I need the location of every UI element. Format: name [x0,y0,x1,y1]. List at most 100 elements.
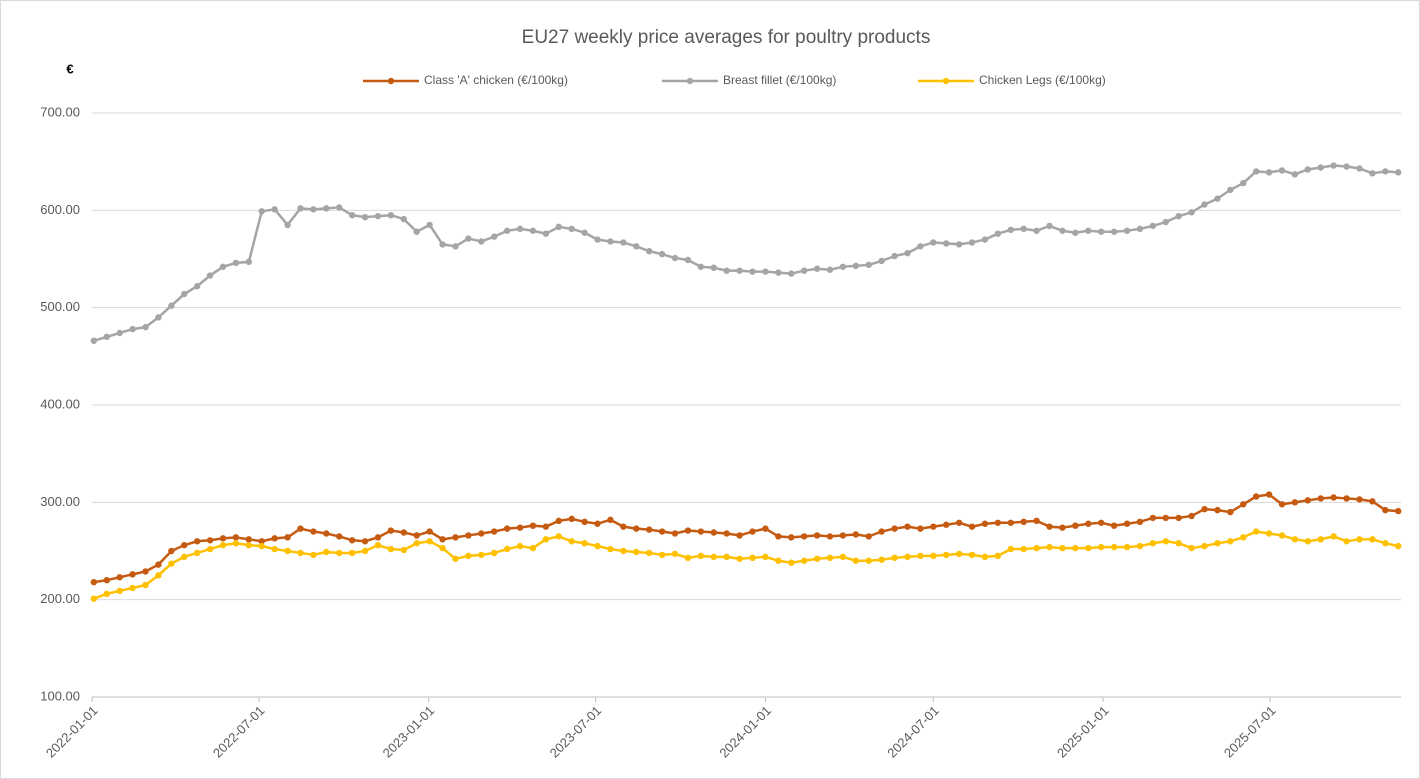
data-point [839,263,847,270]
data-point [1046,523,1053,530]
data-point [1330,162,1337,169]
data-point [245,258,253,266]
data-point [129,325,136,333]
data-point [129,571,136,578]
data-point [878,528,885,535]
data-point [426,221,433,229]
legend-marker [387,77,395,85]
data-point [542,230,550,237]
data-point [865,261,872,269]
data-point [400,215,407,223]
data-point [232,540,240,547]
data-point [762,268,769,275]
data-point [620,547,627,555]
data-point [348,549,356,557]
data-point [607,238,614,245]
data-point [103,333,110,341]
y-tick-label: 700.00 [40,104,80,119]
y-tick-label: 100.00 [40,688,80,703]
data-point [452,555,459,562]
data-point [568,225,575,233]
data-point [1059,544,1066,552]
data-point [788,534,795,541]
data-point [439,544,446,552]
data-point [1097,228,1105,235]
data-point [697,528,705,535]
data-point [930,523,937,530]
data-point [374,534,382,541]
data-point [116,574,123,581]
data-point [645,526,653,533]
data-point [955,519,963,526]
data-point [219,263,227,270]
data-point [1343,538,1350,545]
data-point [1059,524,1066,531]
data-point [826,554,834,562]
data-point [1097,519,1105,526]
data-point [878,257,885,265]
data-point [555,517,562,525]
data-point [258,542,265,550]
data-point [310,206,317,213]
data-point [710,529,717,536]
data-point [168,560,175,567]
data-point [852,262,860,270]
data-point [116,587,123,595]
data-point [904,523,911,530]
data-point [1201,505,1208,513]
data-point [981,553,989,561]
data-point [1110,543,1118,551]
data-point [1085,227,1092,234]
data-point [219,541,227,549]
y-tick-label: 300.00 [40,494,80,509]
data-point [1136,518,1144,525]
data-point [413,228,420,235]
data-point [620,523,627,530]
data-point [813,555,821,562]
legend-label: Class 'A' chicken (€/100kg) [424,73,568,87]
data-point [1369,498,1376,505]
data-point [736,267,743,274]
legend-label: Chicken Legs (€/100kg) [979,73,1106,87]
data-point [1149,222,1157,230]
data-point [930,239,937,246]
data-point [723,530,730,537]
data-point [491,549,498,557]
data-point [1395,169,1402,176]
data-point [90,595,98,602]
data-point [788,559,795,566]
data-point [387,212,395,219]
data-point [1046,222,1053,230]
data-point [361,547,369,555]
data-point [1227,538,1234,545]
data-point [633,548,640,556]
data-point [1214,540,1221,547]
data-point [529,227,537,234]
data-point [1085,544,1092,552]
data-point [633,243,640,250]
y-axis-label: € [66,61,73,76]
data-point [478,551,485,559]
data-point [581,518,588,525]
data-point [671,530,679,537]
data-point [1227,186,1234,194]
data-point [943,521,950,528]
data-point [1278,501,1286,508]
data-point [491,528,498,535]
data-point [284,221,291,229]
data-point [1278,532,1286,539]
data-point [426,538,433,545]
data-point [762,525,769,532]
data-point [206,272,214,279]
data-point [749,554,756,562]
data-point [387,527,395,534]
data-point [749,528,756,535]
data-point [232,259,240,267]
data-point [865,557,872,564]
data-point [1330,494,1337,501]
data-point [981,236,989,243]
data-point [155,572,162,579]
data-point [491,233,498,240]
data-point [348,212,356,219]
